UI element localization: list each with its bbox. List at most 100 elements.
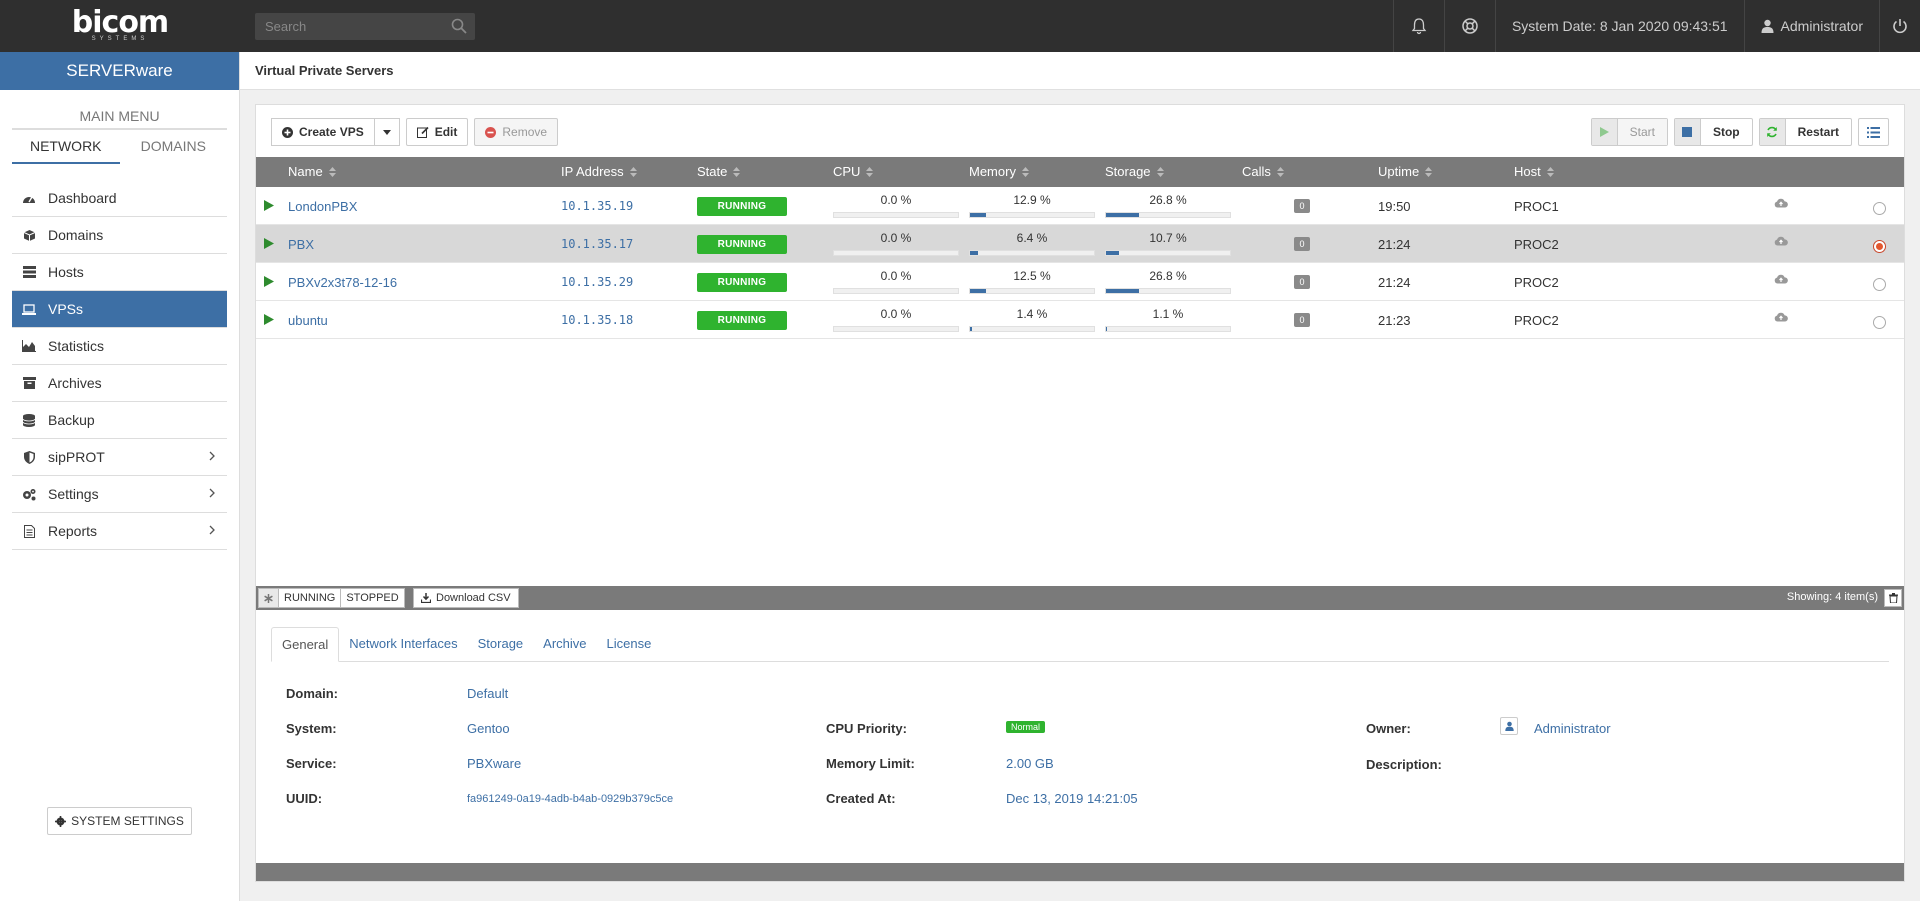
vps-name-link[interactable]: PBX [288,236,315,252]
tab-network-interfaces[interactable]: Network Interfaces [349,636,458,651]
column-storage[interactable]: Storage [1105,157,1164,187]
memory-usage-bar [969,288,1095,294]
search-box [255,13,475,40]
edit-icon [416,126,429,138]
bicom-logo[interactable]: bicom SYSTEMS [71,5,169,43]
edit-button[interactable]: Edit [405,118,469,146]
column-name[interactable]: Name [288,157,336,187]
table-cell [1873,227,1886,265]
tab-archive[interactable]: Archive [543,636,587,651]
sidebar-item-archives[interactable]: Archives [12,365,227,402]
minus-circle-icon [485,126,497,138]
stop-button[interactable]: Stop [1673,118,1753,146]
search-icon[interactable] [451,18,467,34]
remove-button[interactable]: Remove [474,118,559,146]
tab-network[interactable]: NETWORK [12,130,120,164]
cpu-usage-value: 0.0 % [880,269,912,283]
column-ip-address[interactable]: IP Address [561,157,637,187]
cloud-upload-icon[interactable] [1774,274,1788,284]
sidebar-item-domains[interactable]: Domains [12,217,227,254]
row-select-radio[interactable] [1873,315,1886,329]
owner-label: Owner: [1366,721,1411,736]
sort-icon [1546,167,1554,177]
user-menu[interactable]: Administrator [1743,0,1879,52]
notifications-button[interactable] [1392,0,1444,52]
sidebar-item-statistics[interactable]: Statistics [12,328,227,365]
owner-value[interactable]: Administrator [1534,721,1611,736]
table-header: Name IP Address State CPU Memory Storage… [256,157,1904,187]
sidebar-item-backup[interactable]: Backup [12,402,227,439]
table-row[interactable]: PBX 10.1.35.17 RUNNING 0.0 % 6.4 % 10.7 % 0 21:… [256,225,1904,263]
sidebar-item-vpss[interactable]: VPSs [12,291,227,328]
column-uptime[interactable]: Uptime [1378,157,1433,187]
tab-storage[interactable]: Storage [477,636,524,651]
sidebar-item-settings[interactable]: Settings [12,476,227,513]
start-button[interactable]: Start [1590,118,1668,146]
table-cell: 10.1.35.29 [561,263,633,301]
table-row[interactable]: ubuntu 10.1.35.18 RUNNING 0.0 % 1.4 % 1.1 % 0 2… [256,301,1904,339]
state-badge: RUNNING [697,196,787,216]
search-input[interactable] [255,13,445,40]
table-row[interactable]: PBXv2x3t78-12-16 10.1.35.29 RUNNING 0.0 % 12… [256,263,1904,301]
cogs-icon [22,487,36,501]
vps-name-link[interactable]: ubuntu [288,312,328,328]
system-settings-button[interactable]: SYSTEM SETTINGS [47,807,192,835]
logout-button[interactable] [1879,0,1920,52]
service-value[interactable]: PBXware [467,756,522,771]
sidebar-item-dashboard[interactable]: Dashboard [12,180,227,217]
description-label: Description: [1366,757,1442,772]
state-badge: RUNNING [697,234,787,254]
row-select-radio[interactable] [1873,277,1886,291]
tab-general[interactable]: General [271,627,340,662]
column-host[interactable]: Host [1514,157,1554,187]
clear-button[interactable] [1884,589,1902,607]
filter-running-button[interactable]: RUNNING [278,589,340,607]
column-cpu[interactable]: CPU [833,157,874,187]
sidebar-item-sipprot[interactable]: sipPROT [12,439,227,476]
vps-name-link[interactable]: PBXv2x3t78-12-16 [288,274,398,290]
cloud-upload-icon[interactable] [1774,312,1788,322]
filter-all-button[interactable] [259,589,278,607]
cloud-upload-icon[interactable] [1774,198,1788,208]
create-vps-button[interactable]: Create VPS [271,118,375,146]
play-icon[interactable] [264,238,274,249]
filter-stopped-button[interactable]: STOPPED [340,589,403,607]
memory-usage-value: 1.4 % [1016,307,1048,321]
play-icon[interactable] [264,200,274,211]
host-value: PROC2 [1514,312,1559,328]
column-memory[interactable]: Memory [969,157,1029,187]
database-icon [22,413,36,427]
system-value[interactable]: Gentoo [467,721,510,736]
download-csv-button[interactable]: Download CSV [413,588,519,608]
column-state[interactable]: State [697,157,741,187]
play-icon[interactable] [264,276,274,287]
sort-icon [629,167,637,177]
create-vps-dropdown[interactable] [374,118,400,146]
play-icon[interactable] [264,314,274,325]
help-button[interactable] [1443,0,1495,52]
restart-button[interactable]: Restart [1758,118,1852,146]
cpu-usage-value: 0.0 % [880,193,912,207]
uptime-value: 19:50 [1378,198,1411,214]
table-row[interactable]: LondonPBX 10.1.35.19 RUNNING 0.0 % 12.9 % 26.… [256,187,1904,225]
file-icon [22,524,36,538]
sort-icon [328,167,336,177]
column-calls[interactable]: Calls [1242,157,1284,187]
domain-value[interactable]: Default [467,686,509,701]
cloud-upload-icon[interactable] [1774,236,1788,246]
panel-bottom-bar [256,863,1904,881]
row-select-radio[interactable] [1873,201,1886,215]
vps-name-link[interactable]: LondonPBX [288,198,358,214]
tab-license[interactable]: License [606,636,652,651]
row-select-radio[interactable] [1873,239,1886,253]
memory-usage-value: 12.9 % [1013,193,1051,207]
table-cell: 0 [1294,263,1310,301]
life-ring-icon [1462,18,1478,34]
chevron-right-icon [209,488,215,498]
sidebar-item-hosts[interactable]: Hosts [12,254,227,291]
storage-usage-value: 10.7 % [1149,231,1187,245]
sidebar-item-reports[interactable]: Reports [12,513,227,550]
tab-domains[interactable]: DOMAINS [140,138,206,154]
cpu-usage-bar [833,288,959,294]
column-options-button[interactable] [1858,118,1889,146]
